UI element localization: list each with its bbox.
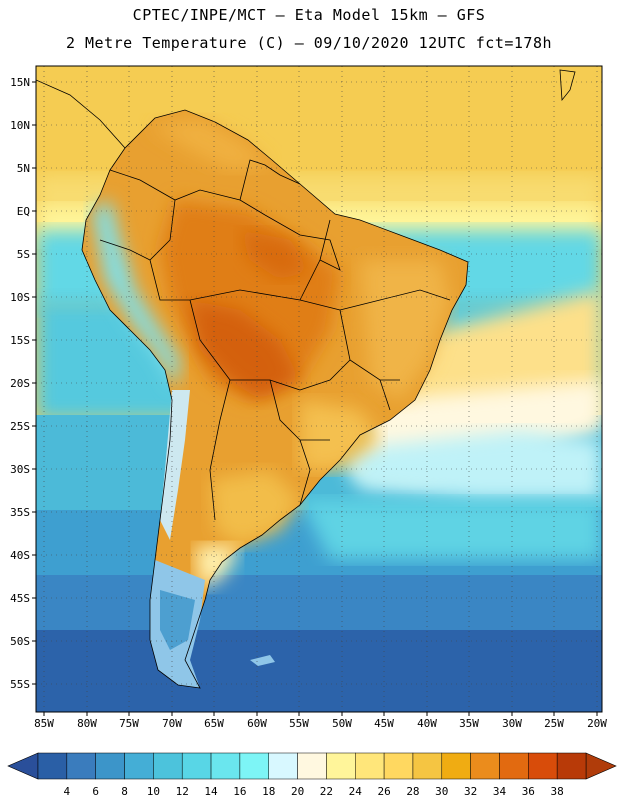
- lon-label: 50W: [332, 717, 352, 730]
- lon-label: 85W: [34, 717, 54, 730]
- colorbar-tick-label: 10: [147, 785, 160, 798]
- axis-ticks: [32, 81, 598, 716]
- colorbar-swatch: [470, 752, 500, 780]
- borders: [36, 79, 469, 689]
- lat-label: 10S: [10, 291, 30, 304]
- title-line-2: 2 Metre Temperature (C) – 09/10/2020 12U…: [65, 34, 553, 52]
- lon-label: 75W: [119, 717, 139, 730]
- colorbar-swatch: [239, 752, 269, 780]
- lon-label: 65W: [204, 717, 224, 730]
- colorbar-swatch: [37, 752, 68, 780]
- colorbar-swatch: [95, 752, 125, 780]
- lon-label: 80W: [77, 717, 97, 730]
- colorbar-tick-label: 28: [406, 785, 419, 798]
- colorbar-tick-label: 4: [64, 785, 71, 798]
- colorbar-swatch: [441, 752, 471, 780]
- colorbar-swatch: [66, 752, 96, 780]
- colorbar-swatch: [297, 752, 327, 780]
- lat-label: 45S: [10, 592, 30, 605]
- lat-label: 50S: [10, 635, 30, 648]
- lat-label: 15S: [10, 334, 30, 347]
- colorbar-tick-label: 22: [320, 785, 333, 798]
- colorbar-tick-label: 30: [435, 785, 448, 798]
- lon-label: 70W: [162, 717, 182, 730]
- colorbar-swatch: [210, 752, 241, 780]
- lon-label: 20W: [587, 717, 607, 730]
- lat-label: 25S: [10, 420, 30, 433]
- colorbar-swatch: [124, 752, 154, 780]
- colorbar: [7, 752, 617, 780]
- lon-label: 60W: [247, 717, 267, 730]
- colorbar-swatch: [556, 752, 587, 780]
- colorbar-swatch: [383, 752, 414, 780]
- lat-label: 55S: [10, 678, 30, 691]
- lat-label: 15N: [10, 76, 30, 89]
- colorbar-swatch: [528, 752, 558, 780]
- lon-label: 30W: [502, 717, 522, 730]
- colorbar-tick-label: 14: [204, 785, 218, 798]
- lon-label: 40W: [417, 717, 437, 730]
- colorbar-tick-label: 34: [493, 785, 507, 798]
- colorbar-tick-label: 36: [522, 785, 535, 798]
- colorbar-tick-label: 8: [121, 785, 128, 798]
- lat-label: 35S: [10, 506, 30, 519]
- colorbar-high-arrow: [585, 752, 617, 780]
- colorbar-tick-label: 26: [377, 785, 390, 798]
- colorbar-tick-label: 38: [551, 785, 564, 798]
- colorbar-tick-label: 24: [349, 785, 363, 798]
- lon-label: 45W: [374, 717, 394, 730]
- title-line-1: CPTEC/INPE/MCT – Eta Model 15km – GFS: [132, 6, 486, 24]
- lon-label: 25W: [544, 717, 564, 730]
- colorbar-tick-label: 20: [291, 785, 304, 798]
- colorbar-swatch: [153, 752, 183, 780]
- colorbar-tick-label: 16: [233, 785, 246, 798]
- colorbar-swatch: [181, 752, 212, 780]
- colorbar-low-arrow: [7, 752, 39, 780]
- colorbar-tick-label: 32: [464, 785, 477, 798]
- map-field: [36, 66, 602, 712]
- colorbar-tick-label: 12: [176, 785, 189, 798]
- colorbar-tick-label: 6: [92, 785, 99, 798]
- colorbar-swatch: [355, 752, 385, 780]
- colorbar-swatch: [268, 752, 298, 780]
- lat-label: 20S: [10, 377, 30, 390]
- lon-label: 35W: [459, 717, 479, 730]
- lat-label: 40S: [10, 549, 30, 562]
- lat-label: 5S: [17, 248, 30, 261]
- map-frame: [35, 65, 603, 713]
- colorbar-swatch: [412, 752, 443, 780]
- lat-label: 10N: [10, 119, 30, 132]
- colorbar-swatch: [326, 752, 356, 780]
- colorbar-labels: 4 6 8 10 12 14 16 18 20 22 24 26 28 30 32 34 36 38: [64, 785, 564, 798]
- colorbar-swatch: [499, 752, 529, 780]
- lat-label: 5N: [17, 162, 30, 175]
- lat-label: 30S: [10, 463, 30, 476]
- lat-label: EQ: [17, 205, 30, 218]
- colorbar-tick-label: 18: [262, 785, 275, 798]
- lon-label: 55W: [289, 717, 309, 730]
